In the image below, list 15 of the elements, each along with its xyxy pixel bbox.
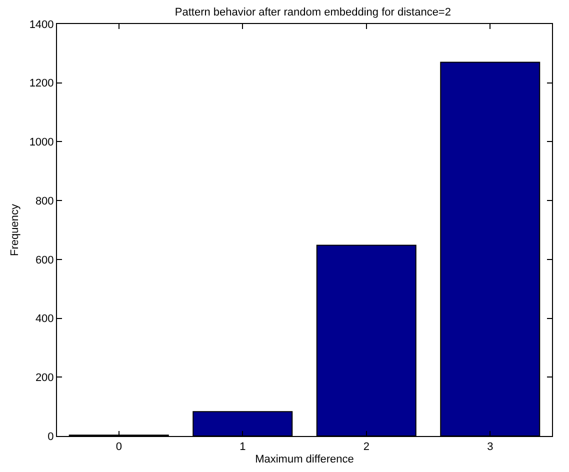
y-tick-label: 1000 bbox=[29, 136, 54, 149]
y-tick-label: 600 bbox=[35, 254, 54, 266]
x-tick-label: 0 bbox=[116, 441, 122, 454]
x-tick-label: 1 bbox=[240, 441, 246, 454]
chart-title: Pattern behavior after random embedding for distance=2 bbox=[174, 6, 451, 19]
y-tick-label: 1200 bbox=[29, 78, 54, 90]
x-tick-label: 3 bbox=[487, 441, 494, 454]
y-axis-title: Frequency bbox=[8, 204, 21, 256]
y-tick-label: 400 bbox=[35, 313, 54, 326]
y-tick-label: 800 bbox=[35, 195, 54, 208]
x-tick-label: 2 bbox=[363, 441, 370, 454]
y-tick-label: 0 bbox=[48, 430, 54, 443]
y-tick-label: 1400 bbox=[29, 18, 54, 31]
x-axis-title: Maximum difference bbox=[255, 453, 354, 466]
y-tick-label: 200 bbox=[35, 372, 54, 384]
